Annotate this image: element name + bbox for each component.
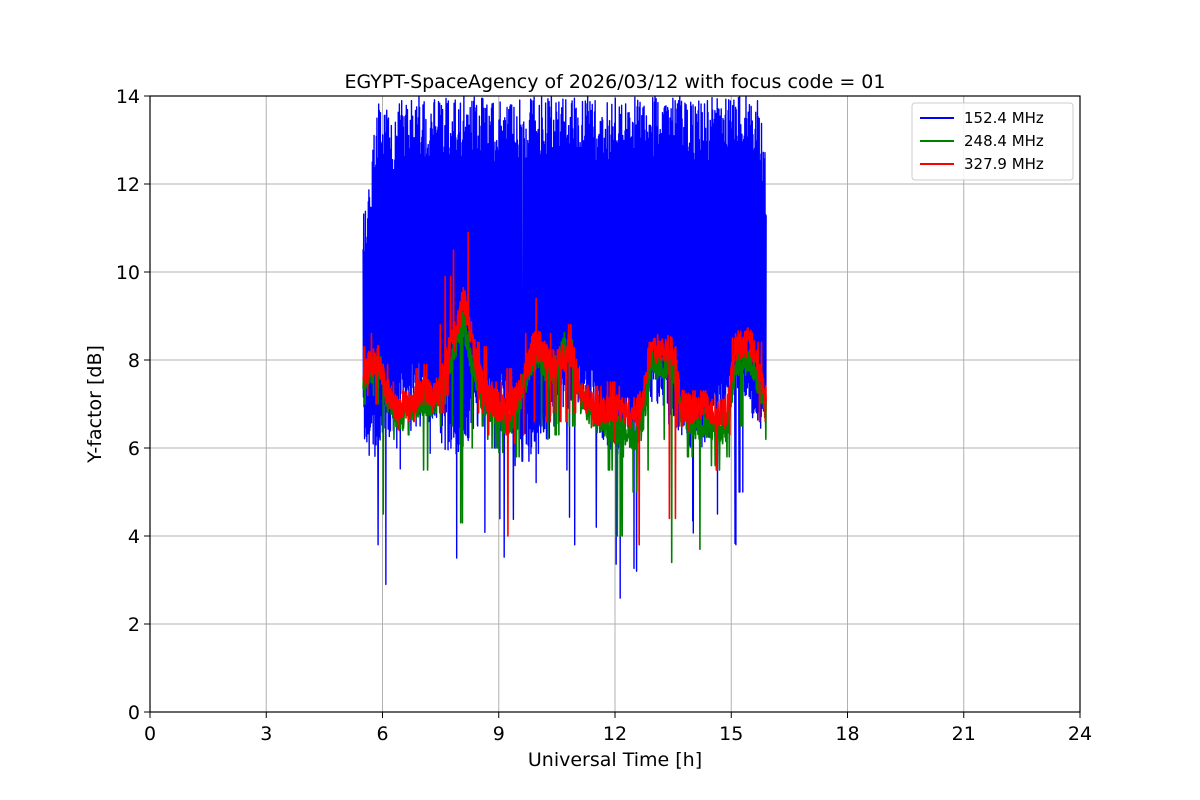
y-tick-label: 2 bbox=[128, 614, 140, 636]
legend-label: 327.9 MHz bbox=[964, 155, 1044, 173]
legend-label: 152.4 MHz bbox=[964, 109, 1044, 127]
y-tick-label: 0 bbox=[128, 702, 140, 724]
x-tick-label: 24 bbox=[1068, 723, 1092, 745]
legend-label: 248.4 MHz bbox=[964, 132, 1044, 150]
y-tick-label: 8 bbox=[128, 350, 140, 372]
y-tick-label: 14 bbox=[116, 86, 140, 108]
series-line-3 bbox=[362, 231, 767, 546]
x-tick-label: 3 bbox=[260, 723, 272, 745]
x-axis-label: Universal Time [h] bbox=[528, 749, 702, 771]
y-axis-label: Y-factor [dB] bbox=[84, 345, 106, 464]
x-tick-label: 0 bbox=[144, 723, 156, 745]
chart-title: EGYPT-SpaceAgency of 2026/03/12 with foc… bbox=[345, 71, 886, 93]
y-tick-label: 12 bbox=[116, 174, 140, 196]
x-tick-label: 15 bbox=[719, 723, 743, 745]
plot-area bbox=[362, 96, 767, 599]
legend-box bbox=[911, 102, 1074, 181]
x-tick-label: 12 bbox=[603, 723, 627, 745]
y-tick-label: 4 bbox=[128, 526, 140, 548]
y-tick-label: 10 bbox=[116, 262, 140, 284]
y-tick-label: 6 bbox=[128, 438, 140, 460]
x-tick-label: 9 bbox=[493, 723, 505, 745]
series-line-2 bbox=[362, 311, 767, 564]
legend: 152.4 MHz 248.4 MHz 327.9 MHz bbox=[911, 102, 1074, 181]
x-tick-label: 21 bbox=[952, 723, 976, 745]
x-tick-label: 18 bbox=[835, 723, 859, 745]
x-tick-label: 6 bbox=[376, 723, 388, 745]
series-line-1 bbox=[362, 96, 767, 599]
